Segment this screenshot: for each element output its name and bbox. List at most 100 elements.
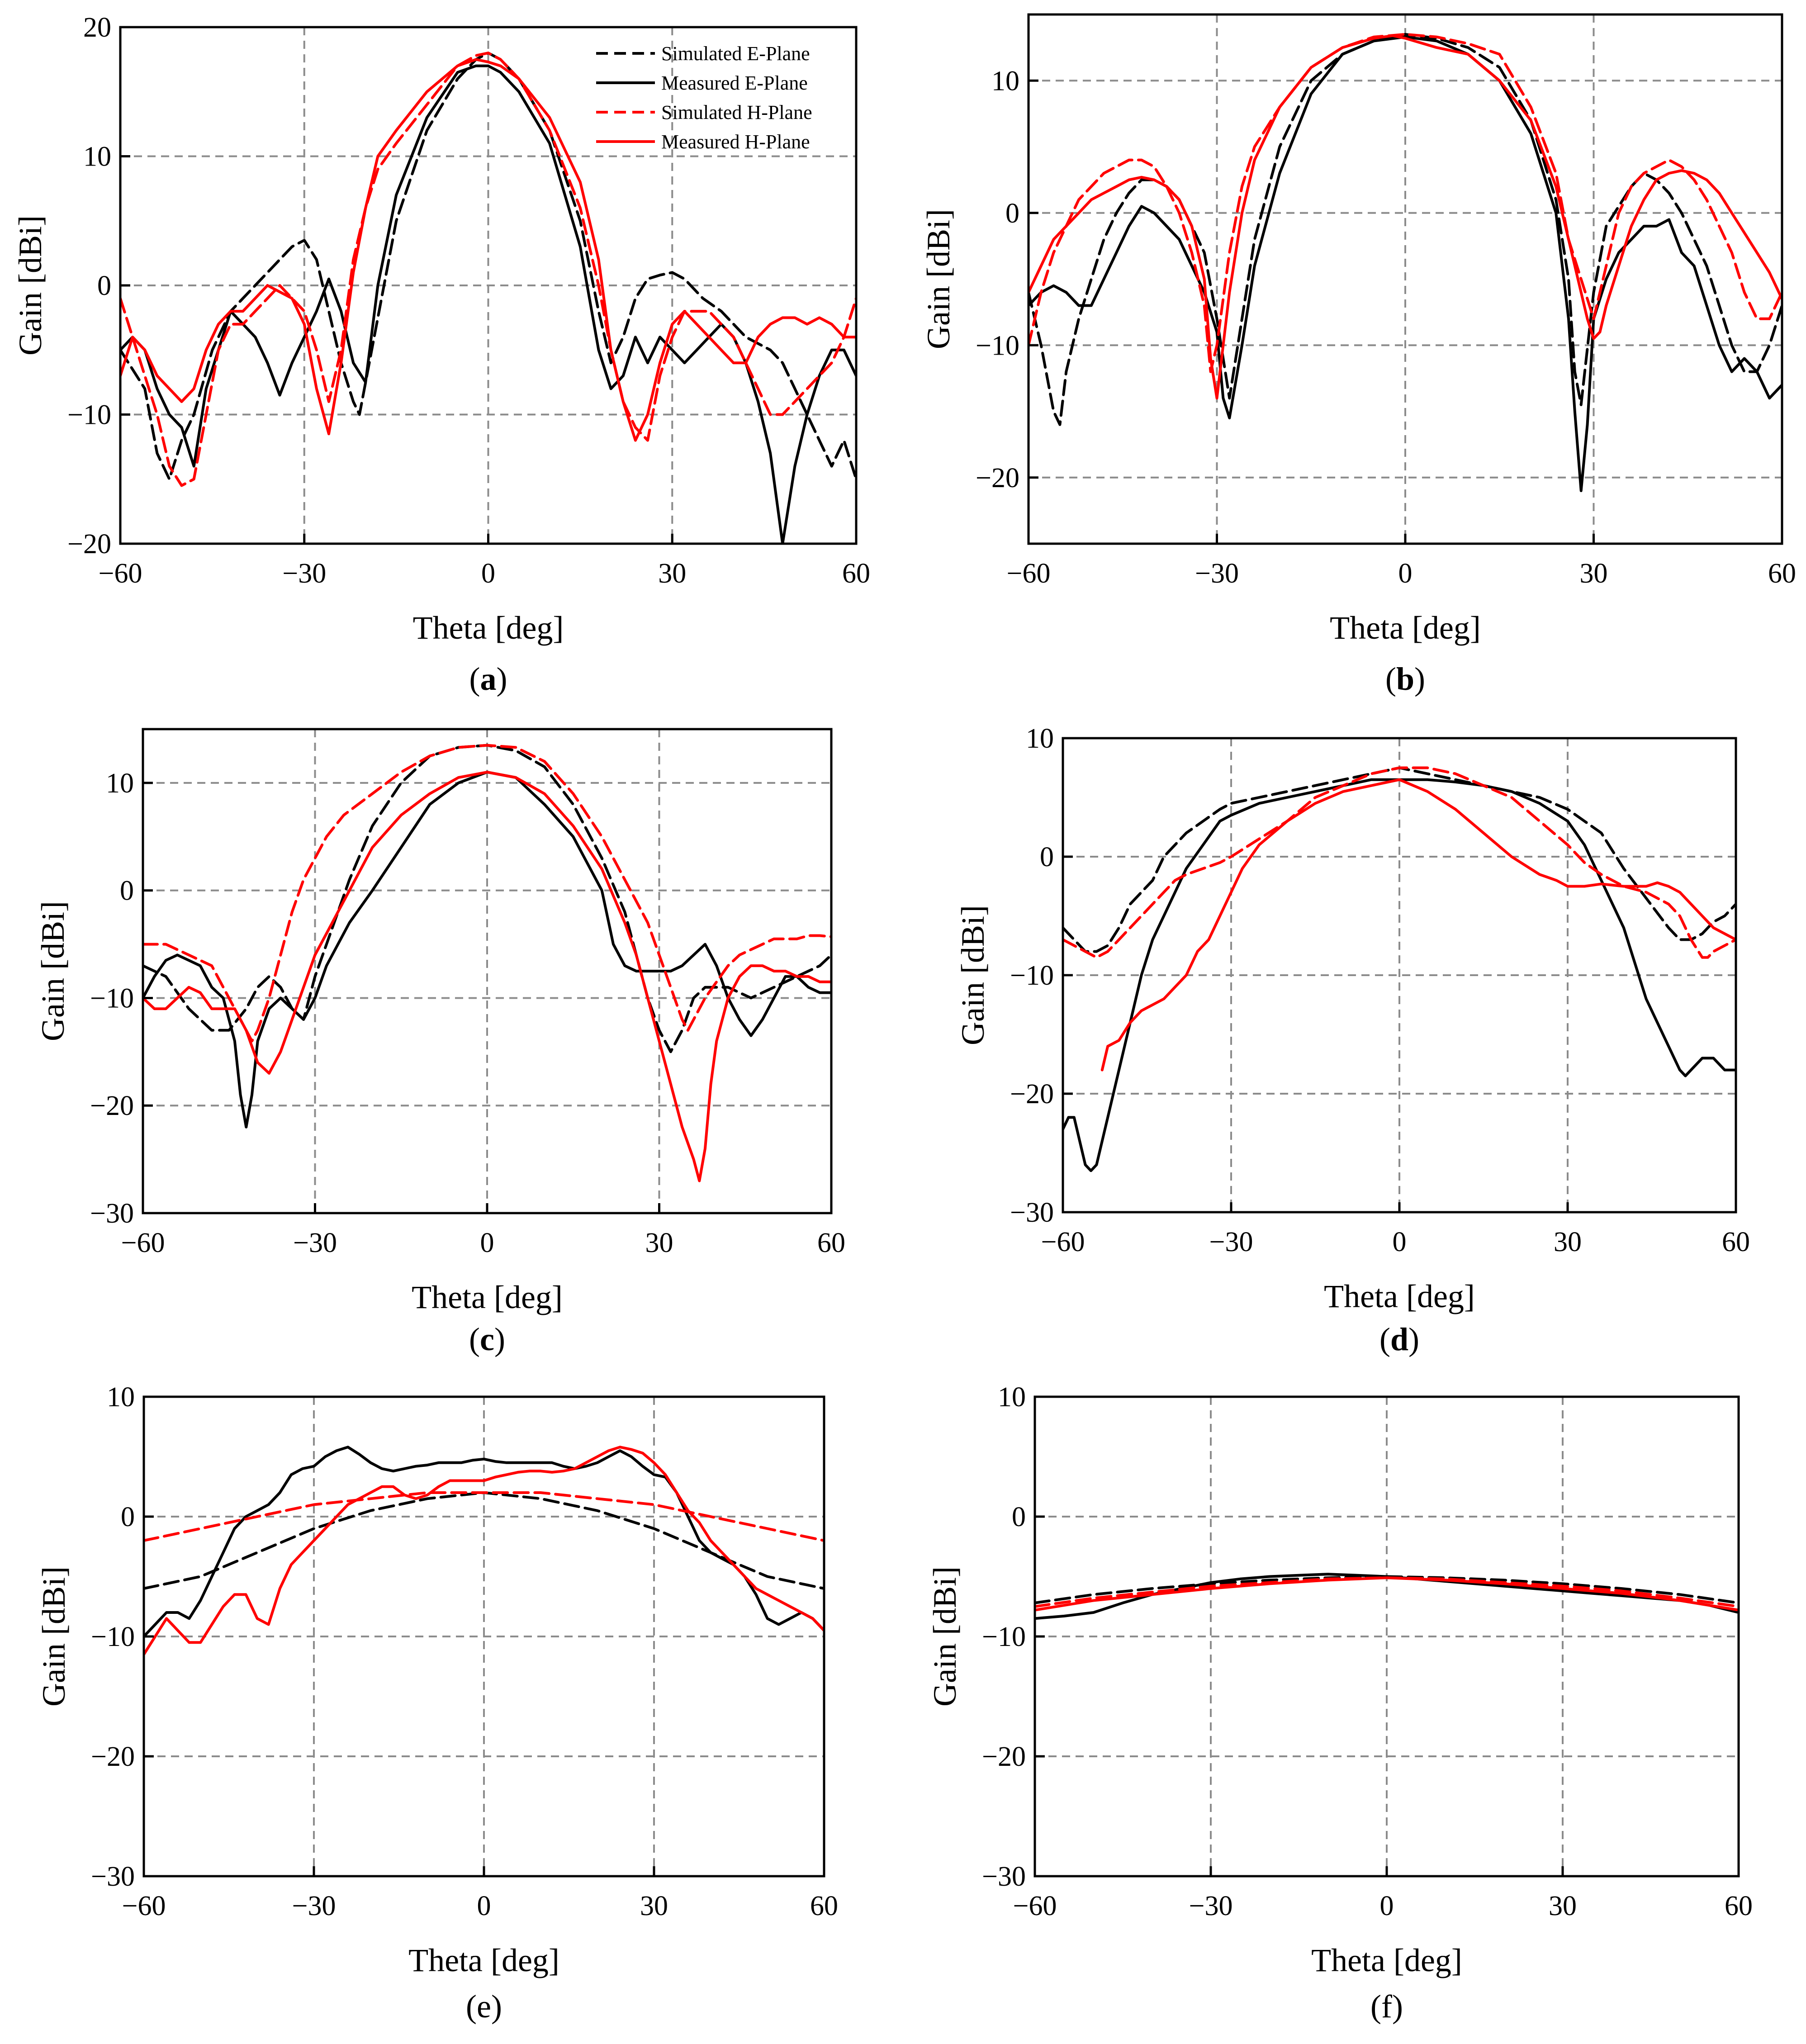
x-tick-label: 30 [640, 1891, 668, 1921]
x-tick-label: −30 [282, 558, 326, 589]
y-tick-label: −20 [1010, 1079, 1054, 1110]
y-tick-label: 0 [120, 876, 134, 906]
x-tick-label: −30 [1195, 558, 1239, 589]
x-tick-label: 60 [810, 1891, 838, 1921]
x-tick-label: 0 [480, 1228, 494, 1258]
x-tick-label: 60 [1725, 1891, 1753, 1921]
series-line-measured-h-plane [143, 771, 831, 1182]
x-axis-label: Theta [deg] [413, 610, 564, 646]
series-group [120, 52, 856, 544]
y-tick-label: 0 [121, 1502, 135, 1532]
y-axis-label: Gain [dBi] [927, 1566, 963, 1707]
x-axis-label: Theta [deg] [408, 1942, 559, 1978]
panel-caption: (e) [466, 1988, 502, 2025]
series-line-measured-e-plane [144, 1446, 824, 1638]
series-line-simulated-e-plane [143, 744, 831, 1053]
y-tick-label: 0 [1012, 1502, 1026, 1532]
y-tick-label: −10 [90, 983, 134, 1014]
y-tick-label: 0 [1040, 842, 1054, 873]
x-tick-label: −60 [121, 1228, 165, 1258]
y-tick-label: −20 [982, 1741, 1026, 1772]
series-line-measured-h-plane [1035, 1576, 1739, 1612]
x-tick-label: −30 [1189, 1891, 1233, 1921]
series-line-simulated-e-plane [1063, 766, 1736, 953]
y-axis-label: Gain [dBi] [35, 901, 71, 1041]
panel-caption: (a) [469, 661, 507, 697]
y-tick-label: 10 [107, 1382, 135, 1413]
series-line-measured-h-plane [1029, 34, 1782, 400]
series-group [1029, 33, 1782, 492]
y-axis-label: Gain [dBi] [12, 215, 48, 356]
y-tick-label: 20 [83, 12, 111, 43]
x-tick-label: −60 [99, 558, 142, 589]
x-tick-label: 60 [1722, 1227, 1750, 1257]
x-tick-label: 0 [1398, 558, 1413, 589]
y-tick-label: 10 [83, 142, 111, 172]
x-tick-label: 30 [1554, 1227, 1582, 1257]
x-tick-label: 60 [842, 558, 870, 589]
y-tick-label: −30 [90, 1198, 134, 1229]
x-tick-label: 0 [1380, 1891, 1394, 1921]
series-line-measured-e-plane [120, 64, 856, 544]
x-tick-label: −30 [1209, 1227, 1253, 1257]
x-tick-label: 60 [817, 1228, 845, 1258]
y-tick-label: 10 [1026, 723, 1054, 754]
legend: Simulated E-Plane Measured E-Plane Simulat… [596, 43, 812, 153]
y-tick-label: 0 [1005, 198, 1019, 229]
y-axis-label: Gain [dBi] [920, 209, 957, 349]
panel-caption: (f) [1370, 1988, 1403, 2025]
x-tick-label: −30 [292, 1891, 336, 1921]
panel-caption: (b) [1385, 661, 1425, 697]
y-axis-label: Gain [dBi] [36, 1566, 72, 1707]
chart-panel-b: −60 −30 0 30 60 −20 −10 0 10 Theta [deg] Gain [dBi… [920, 13, 1796, 697]
series-line-measured-h-plane [1100, 778, 1736, 1072]
y-tick-label: −10 [91, 1622, 135, 1652]
x-tick-label: −60 [1041, 1227, 1085, 1257]
x-tick-label: 30 [645, 1228, 673, 1258]
x-tick-label: 0 [477, 1891, 491, 1921]
y-tick-label: −20 [67, 529, 111, 560]
series-group [1063, 766, 1736, 1172]
series-group [144, 1446, 824, 1656]
series-line-simulated-h-plane [144, 1491, 824, 1542]
y-tick-label: −10 [982, 1622, 1026, 1652]
y-tick-label: −20 [91, 1741, 135, 1772]
series-line-simulated-h-plane [143, 744, 831, 1043]
x-tick-label: 30 [1549, 1891, 1577, 1921]
y-tick-label: −20 [90, 1091, 134, 1121]
legend-label: Simulated E-Plane [661, 43, 810, 65]
legend-label: Measured E-Plane [661, 72, 808, 94]
x-tick-label: 0 [481, 558, 495, 589]
y-tick-label: 10 [106, 768, 134, 799]
series-line-simulated-e-plane [1029, 33, 1782, 426]
y-axis-label: Gain [dBi] [955, 905, 991, 1045]
y-tick-label: −10 [1010, 960, 1054, 991]
panel-caption: (c) [469, 1321, 505, 1357]
series-group [143, 744, 831, 1182]
x-tick-label: −60 [1013, 1891, 1057, 1921]
series-line-measured-h-plane [120, 58, 856, 442]
x-axis-label: Theta [deg] [1311, 1942, 1462, 1978]
series-line-measured-e-plane [143, 771, 831, 1129]
series-group [1035, 1573, 1739, 1620]
y-tick-label: −30 [982, 1861, 1026, 1892]
y-tick-label: −10 [976, 330, 1019, 361]
series-line-measured-h-plane [144, 1446, 824, 1656]
y-tick-label: 10 [991, 66, 1019, 96]
series-line-simulated-h-plane [120, 52, 856, 487]
y-tick-label: −30 [91, 1861, 135, 1892]
x-tick-label: −60 [122, 1891, 166, 1921]
x-tick-label: −30 [293, 1228, 337, 1258]
chart-panel-a: −60 −30 0 30 60 −20 −10 0 10 20 Theta [deg] Gain [d… [12, 12, 870, 697]
x-tick-label: 60 [1768, 558, 1796, 589]
y-tick-label: −20 [976, 463, 1019, 493]
x-tick-label: 0 [1393, 1227, 1407, 1257]
panel-caption: (d) [1379, 1321, 1419, 1357]
y-tick-label: 0 [97, 270, 111, 301]
legend-label: Measured H-Plane [661, 131, 810, 153]
x-tick-label: −60 [1007, 558, 1051, 589]
x-axis-label: Theta [deg] [1324, 1278, 1475, 1314]
